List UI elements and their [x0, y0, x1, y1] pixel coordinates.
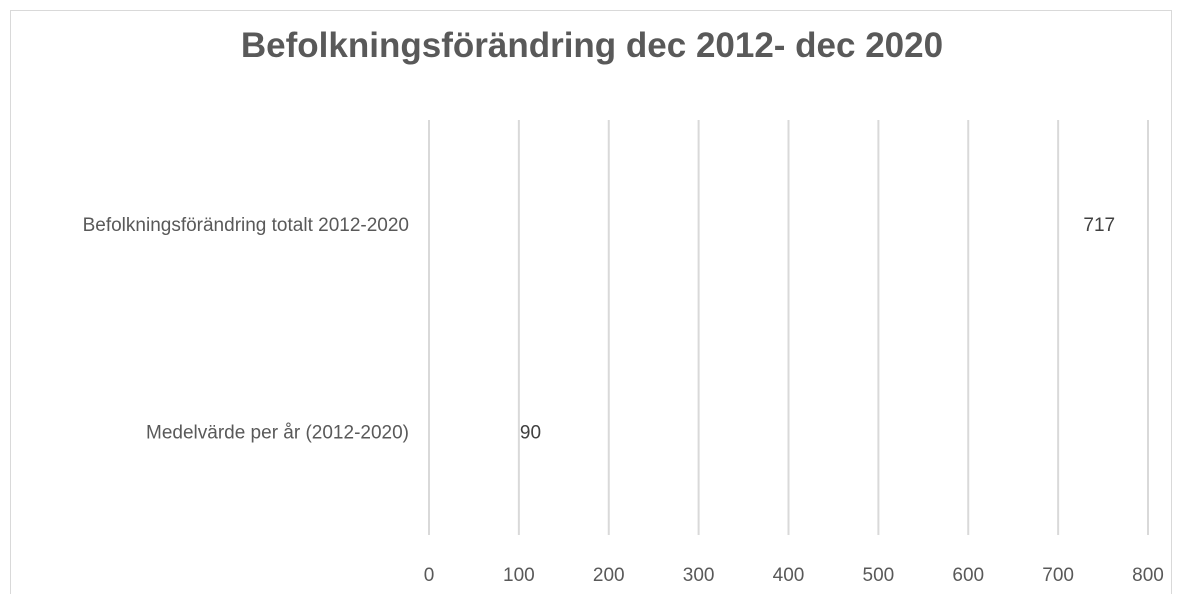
- data-label: 717: [1083, 215, 1115, 236]
- bar: [429, 379, 510, 483]
- x-tick-label: 100: [503, 565, 535, 586]
- category-label: Befolkningsförändring totalt 2012-2020: [83, 215, 409, 236]
- x-tick-label: 0: [424, 565, 435, 586]
- x-tick-label: 500: [863, 565, 895, 586]
- x-tick-label: 800: [1132, 565, 1164, 586]
- gridlines: [428, 120, 1149, 535]
- x-tick-label: 400: [773, 565, 805, 586]
- data-labels: 717 90: [520, 215, 1115, 444]
- chart-title: Befolkningsförändring dec 2012- dec 2020: [240, 26, 944, 65]
- x-tick-label: 200: [593, 565, 625, 586]
- data-label: 90: [520, 422, 541, 443]
- y-axis-category-labels: Befolkningsförändring totalt 2012-2020 Me…: [83, 215, 409, 444]
- x-tick-label: 300: [683, 565, 715, 586]
- category-label: Medelvärde per år (2012-2020): [146, 422, 409, 443]
- x-tick-label: 700: [1042, 565, 1074, 586]
- bar: [429, 172, 1073, 276]
- chart-frame: [10, 10, 1172, 594]
- x-axis-tick-labels: 0 100 200 300 400 500 600 700 800: [424, 565, 1164, 586]
- x-tick-label: 600: [952, 565, 984, 586]
